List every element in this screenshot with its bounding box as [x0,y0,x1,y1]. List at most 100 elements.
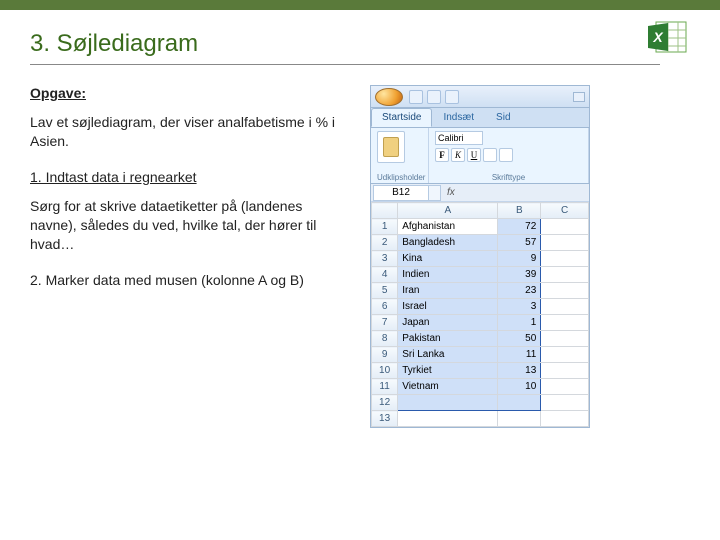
cell[interactable] [541,267,589,283]
row-header[interactable]: 3 [372,251,398,267]
cell[interactable]: Iran [398,283,498,299]
col-header-c[interactable]: C [541,203,589,219]
cell[interactable]: 39 [498,267,541,283]
cell[interactable] [541,379,589,395]
qat-save-icon[interactable] [409,90,423,104]
table-row[interactable]: 6Israel3 [372,299,589,315]
table-row[interactable]: 13 [372,411,589,427]
tab-startside[interactable]: Startside [371,108,432,127]
name-box[interactable]: B12 [373,185,429,201]
cell[interactable]: 72 [498,219,541,235]
cell[interactable] [541,395,589,411]
formula-bar: B12 fx [371,184,589,202]
cell[interactable]: 3 [498,299,541,315]
table-row[interactable]: 9Sri Lanka11 [372,347,589,363]
cell[interactable]: Kina [398,251,498,267]
cell[interactable] [498,411,541,427]
row-header[interactable]: 9 [372,347,398,363]
row-header[interactable]: 1 [372,219,398,235]
excel-app-icon: X [646,18,690,56]
cell[interactable]: Afghanistan [398,219,498,235]
cell[interactable]: Indien [398,267,498,283]
cell[interactable]: Pakistan [398,331,498,347]
row-header[interactable]: 10 [372,363,398,379]
spreadsheet-grid[interactable]: A B C 1Afghanistan722Bangladesh573Kina94… [371,202,589,427]
table-row[interactable]: 12 [372,395,589,411]
row-header[interactable]: 2 [372,235,398,251]
row-header[interactable]: 12 [372,395,398,411]
ribbon-group-clipboard: Udklipsholder [371,128,429,183]
col-header-a[interactable]: A [398,203,498,219]
cell[interactable]: Sri Lanka [398,347,498,363]
cell[interactable]: Japan [398,315,498,331]
row-header[interactable]: 11 [372,379,398,395]
cell[interactable] [541,251,589,267]
table-row[interactable]: 1Afghanistan72 [372,219,589,235]
cell[interactable] [541,347,589,363]
ribbon-tabs: Startside Indsæt Sid [371,108,589,128]
page-title: 3. Søjlediagram [30,30,660,65]
cell[interactable]: 11 [498,347,541,363]
tab-sid[interactable]: Sid [485,108,521,127]
step-1: 1. Indtast data i regnearket [30,169,350,185]
cell[interactable] [398,395,498,411]
fill-color-button[interactable] [499,148,513,162]
excel-window: Startside Indsæt Sid Udklipsholder C [370,85,590,428]
excel-titlebar [371,86,589,108]
table-row[interactable]: 8Pakistan50 [372,331,589,347]
table-row[interactable]: 2Bangladesh57 [372,235,589,251]
step-1-title: 1. Indtast data i regnearket [30,169,197,185]
table-row[interactable]: 11Vietnam10 [372,379,589,395]
row-header[interactable]: 7 [372,315,398,331]
step-1-detail: Sørg for at skrive dataetiketter på (lan… [30,197,350,254]
row-header[interactable]: 5 [372,283,398,299]
table-row[interactable]: 10Tyrkiet13 [372,363,589,379]
cell[interactable] [541,235,589,251]
minimize-icon[interactable] [573,92,585,102]
cell[interactable]: Tyrkiet [398,363,498,379]
border-button[interactable] [483,148,497,162]
cell[interactable]: 9 [498,251,541,267]
select-all-corner[interactable] [372,203,398,219]
ribbon: Udklipsholder Calibri F K U [371,128,589,184]
cell[interactable]: 57 [498,235,541,251]
paste-button[interactable] [377,131,405,163]
row-header[interactable]: 8 [372,331,398,347]
cell[interactable]: 23 [498,283,541,299]
cell[interactable]: 1 [498,315,541,331]
col-header-b[interactable]: B [498,203,541,219]
tab-indsaet[interactable]: Indsæt [432,108,485,127]
office-button[interactable] [375,88,403,106]
table-row[interactable]: 3Kina9 [372,251,589,267]
table-row[interactable]: 7Japan1 [372,315,589,331]
cell[interactable]: Bangladesh [398,235,498,251]
cell[interactable] [541,299,589,315]
cell[interactable] [541,331,589,347]
cell[interactable] [541,363,589,379]
row-header[interactable]: 13 [372,411,398,427]
table-row[interactable]: 4Indien39 [372,267,589,283]
cell[interactable] [541,315,589,331]
font-group-label: Skrifttype [435,173,582,182]
row-header[interactable]: 6 [372,299,398,315]
table-row[interactable]: 5Iran23 [372,283,589,299]
cell[interactable] [541,411,589,427]
cell[interactable]: Vietnam [398,379,498,395]
cell[interactable]: 10 [498,379,541,395]
underline-button[interactable]: U [467,148,481,162]
row-header[interactable]: 4 [372,267,398,283]
qat-undo-icon[interactable] [427,90,441,104]
font-name-select[interactable]: Calibri [435,131,483,145]
fx-label[interactable]: fx [447,187,455,198]
qat-redo-icon[interactable] [445,90,459,104]
cell[interactable] [541,283,589,299]
cell[interactable] [498,395,541,411]
cell[interactable]: 13 [498,363,541,379]
cell[interactable] [398,411,498,427]
bold-button[interactable]: F [435,148,449,162]
cell[interactable]: 50 [498,331,541,347]
cell[interactable] [541,219,589,235]
cell[interactable]: Israel [398,299,498,315]
italic-button[interactable]: K [451,148,465,162]
name-box-dropdown-icon[interactable] [429,185,441,201]
